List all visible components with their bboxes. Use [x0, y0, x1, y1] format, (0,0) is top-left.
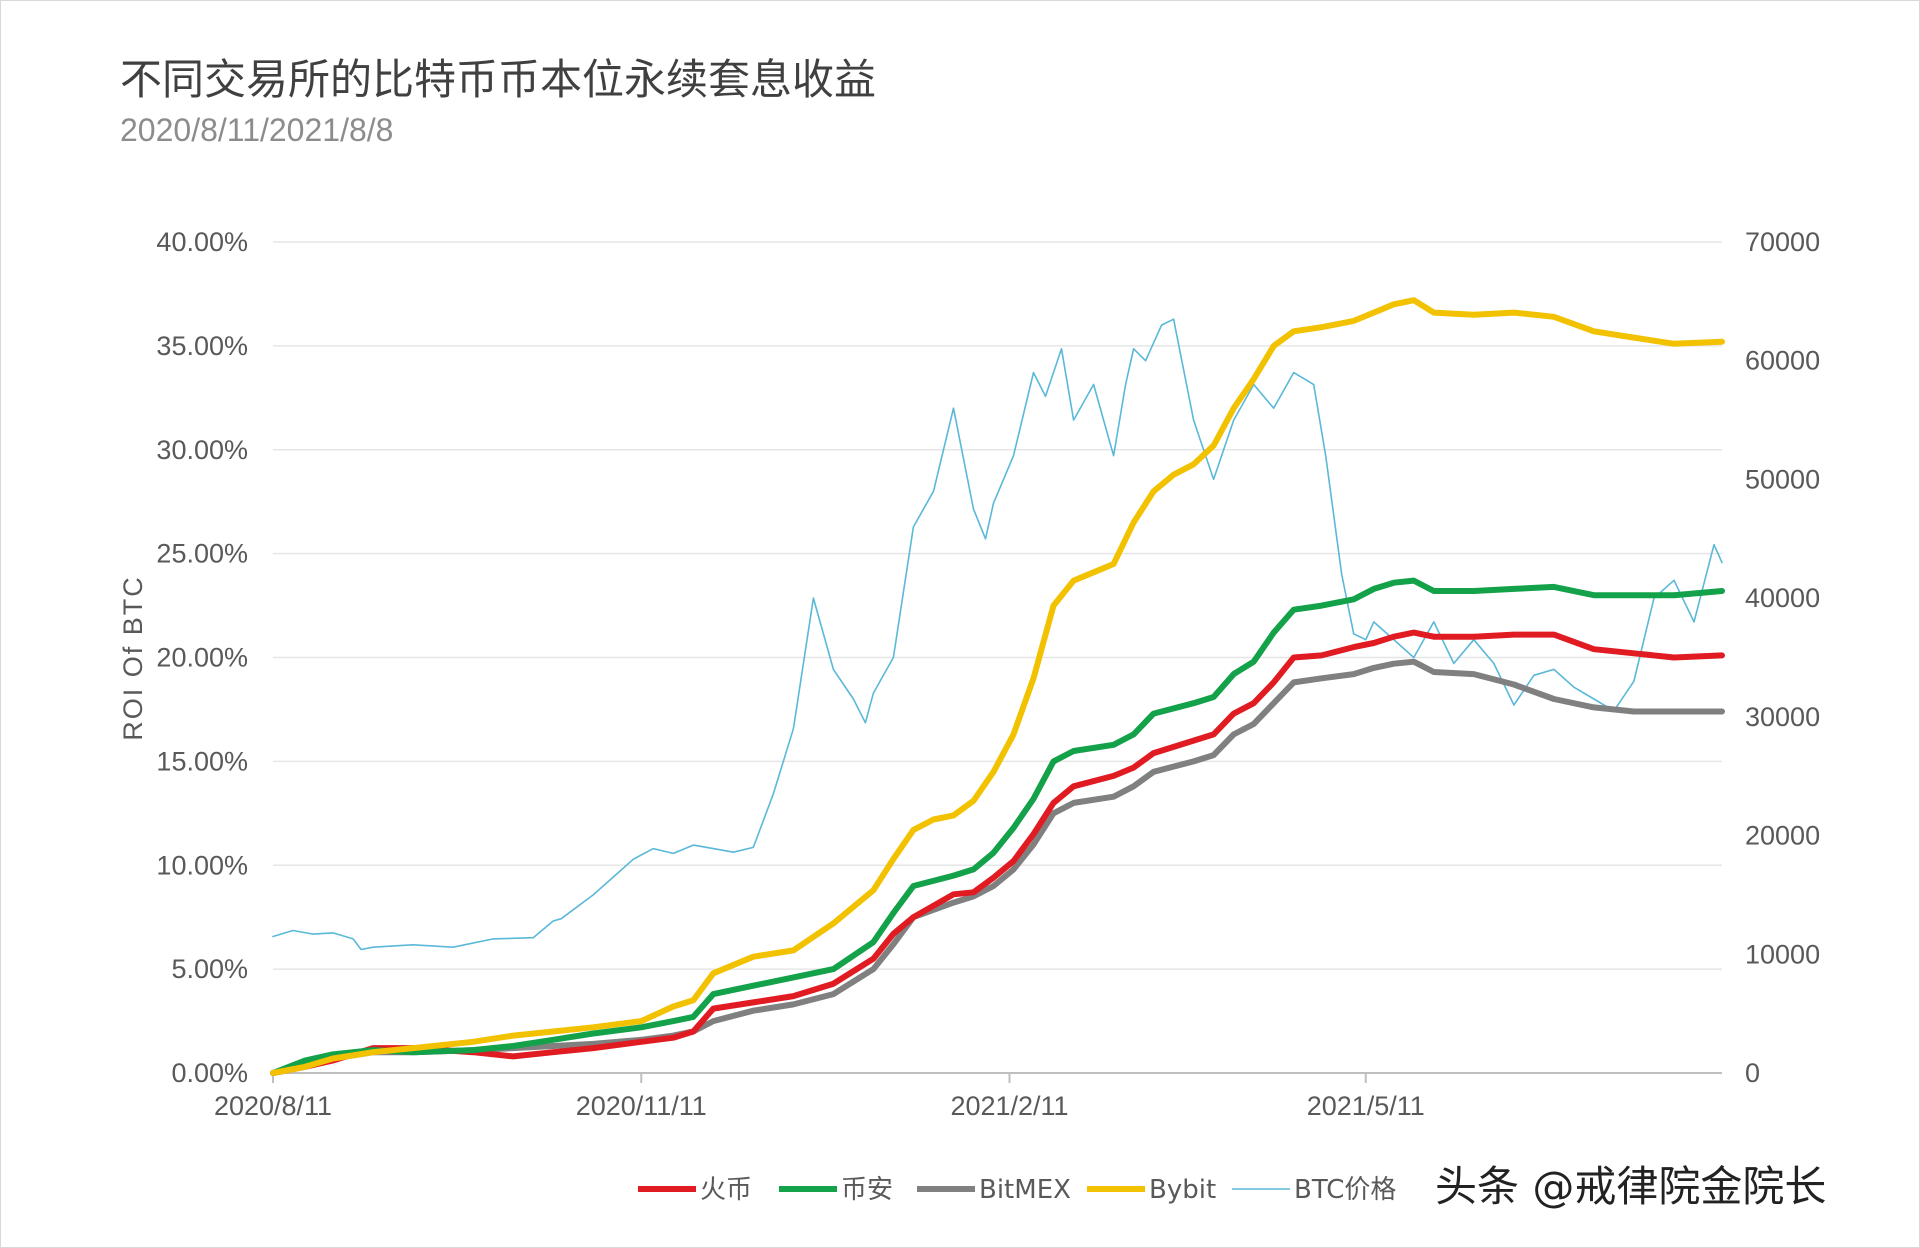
y-tick-label: 0.00% [171, 1058, 248, 1088]
watermark: 头条 @戒律院金院长 [1435, 1162, 1826, 1211]
legend-label: 币安 [841, 1175, 893, 1205]
chart-subtitle: 2020/8/11/2021/8/8 [120, 112, 394, 148]
y-tick-label: 35.00% [156, 331, 248, 361]
series-layer [270, 297, 1725, 1076]
legend: 火币 币安 BitMEX Bybit BTC价格 [638, 1175, 1396, 1205]
series-line-0 [270, 629, 1725, 1076]
legend-label: 火币 [700, 1175, 752, 1205]
y-tick-label: 15.00% [156, 746, 248, 776]
y2-tick-label: 0 [1745, 1058, 1760, 1088]
x-tick-label: 2021/2/11 [950, 1091, 1068, 1121]
y-tick-label: 30.00% [156, 435, 248, 465]
y-tick-label: 20.00% [156, 643, 248, 673]
series-line-2 [270, 658, 1725, 1076]
legend-label: Bybit [1149, 1175, 1216, 1205]
y2-tick-label: 30000 [1745, 702, 1820, 732]
y2-tick-label: 50000 [1745, 464, 1820, 494]
x-tick-label: 2020/11/11 [576, 1091, 707, 1121]
series-line-4 [272, 318, 1723, 951]
y-tick-label: 10.00% [156, 850, 248, 880]
series-line-1 [270, 577, 1725, 1076]
y-axis-title: ROI Of BTC [118, 575, 148, 741]
y2-tick-label: 10000 [1745, 939, 1820, 969]
chart-title: 不同交易所的比特币币本位永续套息收益 [120, 55, 877, 104]
y2-tick-label: 40000 [1745, 583, 1820, 613]
y2-tick-label: 60000 [1745, 346, 1820, 376]
legend-label: BTC价格 [1294, 1175, 1396, 1205]
y-tick-label: 40.00% [156, 227, 248, 257]
axis-layer: 0.00% 5.00% 10.00% 15.00% 20.00% 25.00% 30.00%… [156, 227, 1820, 1121]
series-line-3 [270, 297, 1725, 1076]
grid-layer [273, 241, 1722, 970]
y2-tick-label: 20000 [1745, 821, 1820, 851]
y-tick-label: 25.00% [156, 539, 248, 569]
y-tick-label: 5.00% [171, 954, 248, 984]
legend-label: BitMEX [979, 1175, 1071, 1205]
x-tick-label: 2020/8/11 [214, 1091, 332, 1121]
y2-tick-label: 70000 [1745, 227, 1820, 257]
x-tick-label: 2021/5/11 [1307, 1091, 1425, 1121]
